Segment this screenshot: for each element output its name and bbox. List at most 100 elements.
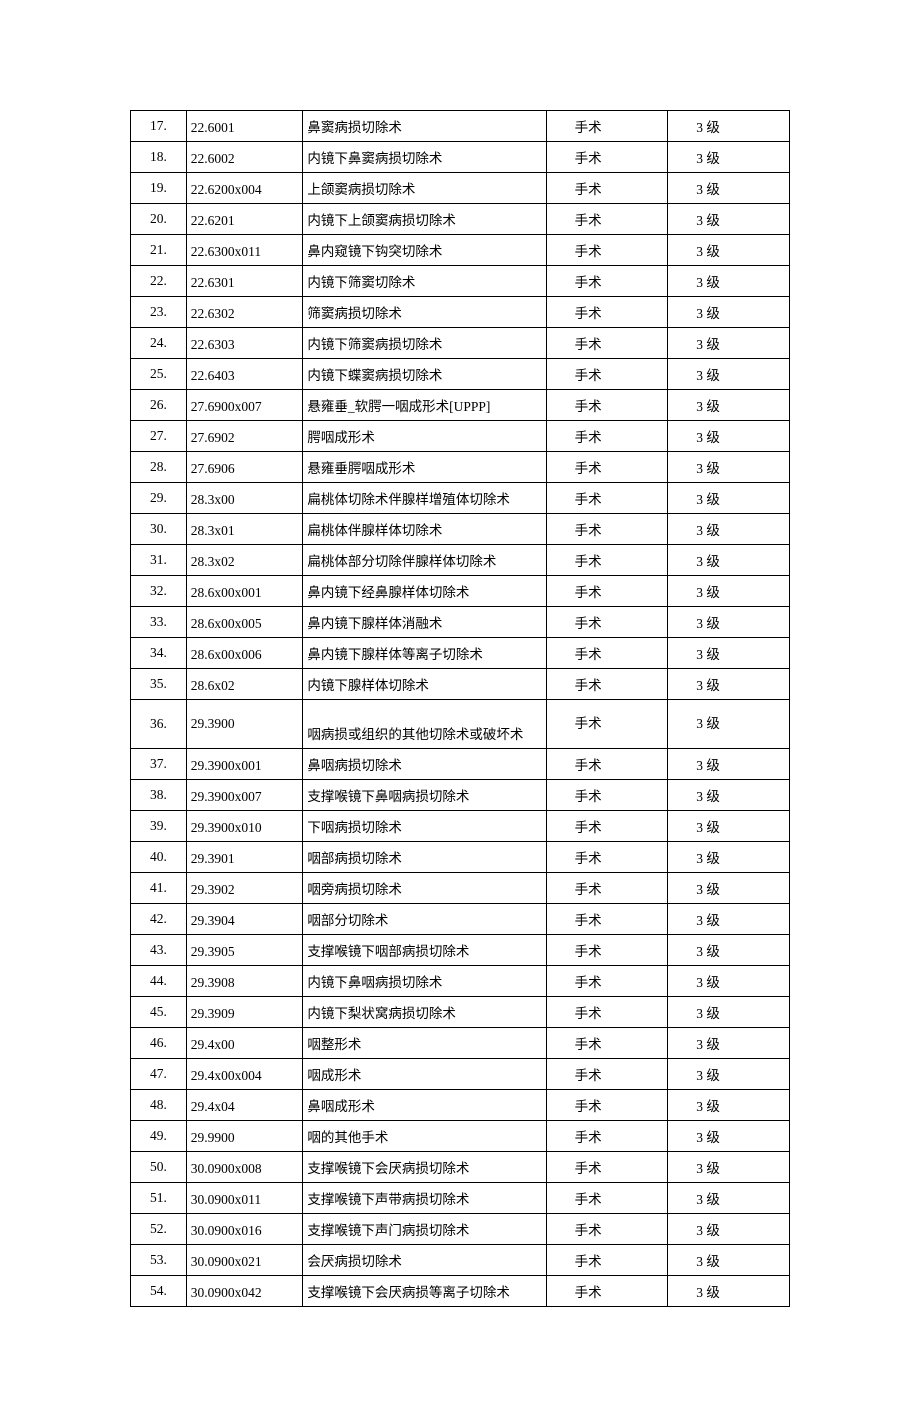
row-index: 32. [131, 576, 187, 607]
row-name: 悬雍垂_软腭一咽成形术[UPPP] [303, 390, 546, 421]
row-code: 22.6301 [186, 266, 303, 297]
row-code: 22.6403 [186, 359, 303, 390]
row-index: 30. [131, 514, 187, 545]
row-code: 29.4x00 [186, 1028, 303, 1059]
row-name: 咽旁病损切除术 [303, 873, 546, 904]
row-index: 27. [131, 421, 187, 452]
row-index: 35. [131, 669, 187, 700]
row-type: 手术 [546, 780, 668, 811]
row-name: 支撑喉镜下咽部病损切除术 [303, 935, 546, 966]
row-name: 支撑喉镜下声带病损切除术 [303, 1183, 546, 1214]
row-code: 29.3904 [186, 904, 303, 935]
row-level: 3 级 [668, 111, 790, 142]
row-name: 扁桃体切除术伴腺样增殖体切除术 [303, 483, 546, 514]
row-code: 28.6x00x006 [186, 638, 303, 669]
row-type: 手术 [546, 607, 668, 638]
row-index: 18. [131, 142, 187, 173]
row-level: 3 级 [668, 966, 790, 997]
row-level: 3 级 [668, 483, 790, 514]
row-index: 49. [131, 1121, 187, 1152]
row-name: 内镜下腺样体切除术 [303, 669, 546, 700]
table-row: 28.27.6906悬雍垂腭咽成形术手术3 级 [131, 452, 790, 483]
row-code: 28.3x01 [186, 514, 303, 545]
row-name: 腭咽成形术 [303, 421, 546, 452]
row-level: 3 级 [668, 1059, 790, 1090]
table-row: 49.29.9900咽的其他手术手术3 级 [131, 1121, 790, 1152]
row-level: 3 级 [668, 780, 790, 811]
table-row: 46.29.4x00咽整形术手术3 级 [131, 1028, 790, 1059]
row-name: 内镜下梨状窝病损切除术 [303, 997, 546, 1028]
row-index: 21. [131, 235, 187, 266]
row-code: 22.6001 [186, 111, 303, 142]
row-index: 54. [131, 1276, 187, 1307]
row-name: 内镜下上颌窦病损切除术 [303, 204, 546, 235]
row-code: 27.6902 [186, 421, 303, 452]
table-row: 45.29.3909内镜下梨状窝病损切除术手术3 级 [131, 997, 790, 1028]
table-row: 39.29.3900x010下咽病损切除术手术3 级 [131, 811, 790, 842]
row-type: 手术 [546, 111, 668, 142]
row-index: 34. [131, 638, 187, 669]
row-name: 鼻内镜下腺样体等离子切除术 [303, 638, 546, 669]
table-row: 25.22.6403内镜下蝶窦病损切除术手术3 级 [131, 359, 790, 390]
row-level: 3 级 [668, 142, 790, 173]
page: 17.22.6001鼻窦病损切除术手术3 级18.22.6002内镜下鼻窦病损切… [0, 0, 920, 1427]
row-index: 33. [131, 607, 187, 638]
row-name: 鼻咽病损切除术 [303, 749, 546, 780]
row-code: 30.0900x011 [186, 1183, 303, 1214]
row-index: 46. [131, 1028, 187, 1059]
table-row: 21.22.6300x011鼻内窥镜下钩突切除术手术3 级 [131, 235, 790, 266]
row-code: 29.3901 [186, 842, 303, 873]
row-level: 3 级 [668, 1245, 790, 1276]
row-code: 29.3909 [186, 997, 303, 1028]
table-row: 33.28.6x00x005鼻内镜下腺样体消融术手术3 级 [131, 607, 790, 638]
row-level: 3 级 [668, 328, 790, 359]
row-type: 手术 [546, 811, 668, 842]
row-name: 会厌病损切除术 [303, 1245, 546, 1276]
row-code: 27.6906 [186, 452, 303, 483]
row-index: 51. [131, 1183, 187, 1214]
row-type: 手术 [546, 173, 668, 204]
row-index: 19. [131, 173, 187, 204]
row-name: 内镜下鼻窦病损切除术 [303, 142, 546, 173]
row-name: 支撑喉镜下会厌病损等离子切除术 [303, 1276, 546, 1307]
row-index: 44. [131, 966, 187, 997]
table-row: 52.30.0900x016支撑喉镜下声门病损切除术手术3 级 [131, 1214, 790, 1245]
table-row: 38.29.3900x007支撑喉镜下鼻咽病损切除术手术3 级 [131, 780, 790, 811]
row-level: 3 级 [668, 873, 790, 904]
row-code: 29.4x00x004 [186, 1059, 303, 1090]
row-index: 40. [131, 842, 187, 873]
row-name: 鼻内镜下腺样体消融术 [303, 607, 546, 638]
table-row: 23.22.6302筛窦病损切除术手术3 级 [131, 297, 790, 328]
row-name: 咽成形术 [303, 1059, 546, 1090]
row-code: 29.4x04 [186, 1090, 303, 1121]
row-type: 手术 [546, 749, 668, 780]
table-row: 37.29.3900x001鼻咽病损切除术手术3 级 [131, 749, 790, 780]
table-row: 44.29.3908内镜下鼻咽病损切除术手术3 级 [131, 966, 790, 997]
row-level: 3 级 [668, 935, 790, 966]
row-type: 手术 [546, 1245, 668, 1276]
row-code: 29.3900x001 [186, 749, 303, 780]
row-index: 39. [131, 811, 187, 842]
row-index: 43. [131, 935, 187, 966]
table-row: 34.28.6x00x006鼻内镜下腺样体等离子切除术手术3 级 [131, 638, 790, 669]
row-type: 手术 [546, 359, 668, 390]
row-type: 手术 [546, 1183, 668, 1214]
row-level: 3 级 [668, 204, 790, 235]
row-level: 3 级 [668, 545, 790, 576]
row-name: 悬雍垂腭咽成形术 [303, 452, 546, 483]
row-name: 鼻内窥镜下钩突切除术 [303, 235, 546, 266]
table-row: 27.27.6902腭咽成形术手术3 级 [131, 421, 790, 452]
table-row: 31.28.3x02扁桃体部分切除伴腺样体切除术手术3 级 [131, 545, 790, 576]
row-level: 3 级 [668, 514, 790, 545]
row-type: 手术 [546, 390, 668, 421]
row-index: 36. [131, 700, 187, 749]
row-type: 手术 [546, 483, 668, 514]
row-level: 3 级 [668, 421, 790, 452]
row-index: 28. [131, 452, 187, 483]
row-type: 手术 [546, 328, 668, 359]
row-code: 22.6201 [186, 204, 303, 235]
row-index: 24. [131, 328, 187, 359]
row-code: 29.3900x010 [186, 811, 303, 842]
row-index: 26. [131, 390, 187, 421]
table-row: 47.29.4x00x004咽成形术手术3 级 [131, 1059, 790, 1090]
